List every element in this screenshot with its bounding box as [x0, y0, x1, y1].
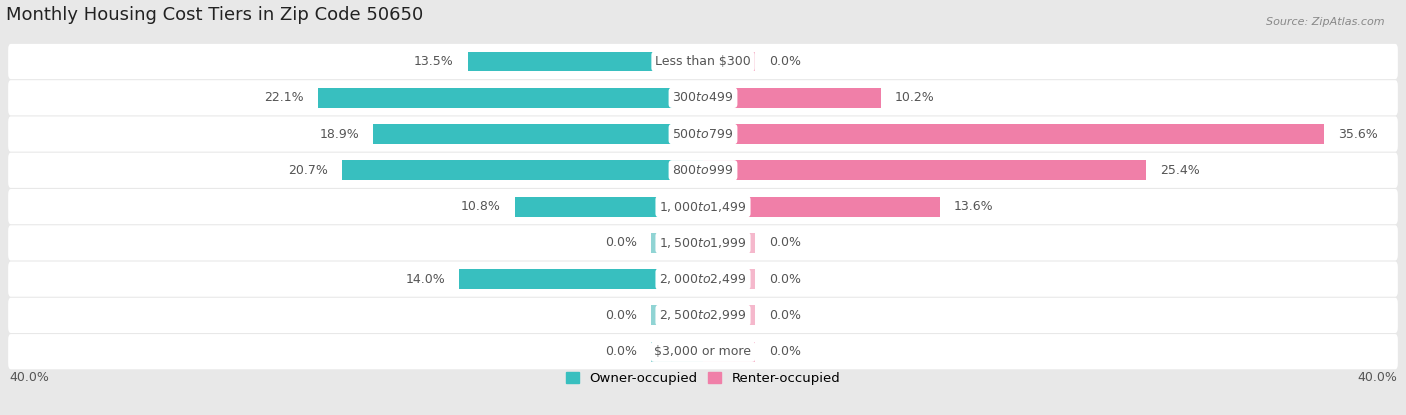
FancyBboxPatch shape — [8, 153, 1398, 188]
Bar — [515, 197, 703, 217]
Text: 13.6%: 13.6% — [955, 200, 994, 213]
Text: $1,000 to $1,499: $1,000 to $1,499 — [659, 200, 747, 214]
FancyBboxPatch shape — [8, 298, 1398, 333]
Text: 0.0%: 0.0% — [605, 237, 637, 249]
Text: $1,500 to $1,999: $1,500 to $1,999 — [659, 236, 747, 250]
Text: $300 to $499: $300 to $499 — [672, 91, 734, 104]
Bar — [703, 233, 755, 253]
Text: 0.0%: 0.0% — [769, 55, 801, 68]
Text: 10.8%: 10.8% — [461, 200, 501, 213]
Text: 18.9%: 18.9% — [319, 127, 360, 141]
Text: 10.2%: 10.2% — [894, 91, 935, 104]
Text: 22.1%: 22.1% — [264, 91, 304, 104]
Text: 40.0%: 40.0% — [8, 371, 49, 384]
Legend: Owner-occupied, Renter-occupied: Owner-occupied, Renter-occupied — [560, 366, 846, 390]
Text: $800 to $999: $800 to $999 — [672, 164, 734, 177]
Bar — [458, 269, 703, 289]
Text: 0.0%: 0.0% — [769, 273, 801, 286]
Bar — [703, 51, 755, 71]
Bar — [703, 269, 755, 289]
FancyBboxPatch shape — [8, 334, 1398, 369]
Bar — [703, 124, 1323, 144]
Bar — [703, 88, 880, 108]
Text: $2,500 to $2,999: $2,500 to $2,999 — [659, 308, 747, 322]
FancyBboxPatch shape — [8, 80, 1398, 115]
Bar — [651, 305, 703, 325]
Text: 0.0%: 0.0% — [605, 345, 637, 358]
Text: $3,000 or more: $3,000 or more — [655, 345, 751, 358]
Text: $500 to $799: $500 to $799 — [672, 127, 734, 141]
FancyBboxPatch shape — [8, 44, 1398, 79]
Text: Monthly Housing Cost Tiers in Zip Code 50650: Monthly Housing Cost Tiers in Zip Code 5… — [6, 5, 423, 24]
FancyBboxPatch shape — [8, 189, 1398, 224]
Text: 0.0%: 0.0% — [769, 345, 801, 358]
Bar — [703, 197, 941, 217]
FancyBboxPatch shape — [8, 261, 1398, 297]
Text: $2,000 to $2,499: $2,000 to $2,499 — [659, 272, 747, 286]
Text: 13.5%: 13.5% — [413, 55, 454, 68]
Bar — [374, 124, 703, 144]
Bar — [651, 233, 703, 253]
FancyBboxPatch shape — [8, 117, 1398, 151]
Bar — [703, 342, 755, 361]
Text: 0.0%: 0.0% — [769, 309, 801, 322]
Text: 35.6%: 35.6% — [1337, 127, 1378, 141]
Bar — [703, 160, 1146, 180]
Bar — [342, 160, 703, 180]
Bar — [651, 342, 703, 361]
Text: 0.0%: 0.0% — [769, 237, 801, 249]
Bar — [468, 51, 703, 71]
Bar — [703, 305, 755, 325]
Text: 14.0%: 14.0% — [405, 273, 444, 286]
Text: 20.7%: 20.7% — [288, 164, 328, 177]
Text: 25.4%: 25.4% — [1160, 164, 1199, 177]
Text: 0.0%: 0.0% — [605, 309, 637, 322]
Text: Less than $300: Less than $300 — [655, 55, 751, 68]
FancyBboxPatch shape — [8, 225, 1398, 261]
Text: 40.0%: 40.0% — [1357, 371, 1398, 384]
Text: Source: ZipAtlas.com: Source: ZipAtlas.com — [1267, 17, 1385, 27]
Bar — [318, 88, 703, 108]
